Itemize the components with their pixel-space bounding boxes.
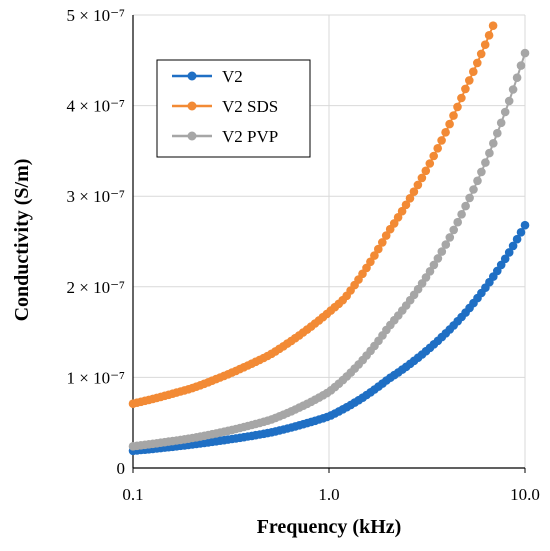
data-point	[449, 225, 459, 235]
data-point	[457, 210, 466, 219]
x-axis-title: Frequency (kHz)	[257, 516, 402, 538]
x-tick-label: 10.0	[510, 485, 540, 504]
axes	[132, 15, 526, 473]
x-tick-label: 1.0	[318, 485, 339, 504]
data-point	[445, 233, 455, 242]
data-point	[508, 85, 518, 94]
data-point	[512, 234, 522, 244]
data-point	[496, 118, 506, 128]
data-point	[397, 206, 407, 216]
series-v2	[128, 220, 530, 456]
data-point	[489, 139, 498, 148]
data-point	[512, 73, 522, 82]
data-point	[362, 263, 371, 273]
legend-label: V2	[222, 67, 243, 86]
data-point	[461, 201, 470, 211]
data-point	[516, 228, 526, 237]
data-point	[405, 194, 415, 203]
data-point	[389, 219, 399, 228]
legend: V2 V2 SDS V2 PVP	[156, 59, 311, 158]
data-point	[417, 173, 427, 183]
data-point	[520, 48, 530, 58]
x-tick-label: 0.1	[122, 485, 143, 504]
data-point	[409, 187, 419, 196]
data-point	[469, 185, 478, 194]
data-point	[370, 251, 379, 260]
data-point	[473, 58, 482, 68]
data-point	[425, 267, 435, 276]
data-point	[481, 158, 490, 167]
data-point	[504, 248, 514, 257]
data-point	[465, 76, 474, 85]
y-tick-label: 4 × 10⁻⁷	[67, 97, 126, 116]
data-point	[493, 128, 502, 138]
data-point	[500, 107, 510, 117]
data-point	[421, 273, 431, 282]
data-point	[453, 217, 463, 227]
data-point	[457, 93, 466, 103]
y-tick-labels: 0 1 × 10⁻⁷ 2 × 10⁻⁷ 3 × 10⁻⁷ 4 × 10⁻⁷ 5 × 10⁻…	[67, 6, 126, 478]
data-point	[433, 254, 443, 263]
data-point	[437, 136, 446, 145]
data-point	[453, 102, 462, 112]
data-point	[504, 96, 514, 106]
data-point	[441, 128, 450, 137]
y-tick-label: 0	[117, 459, 126, 478]
data-point	[381, 231, 391, 240]
data-point	[437, 247, 447, 256]
data-point	[445, 119, 454, 129]
data-point	[393, 213, 403, 222]
data-point	[480, 40, 490, 49]
legend-swatch-marker	[187, 131, 197, 141]
data-point	[473, 176, 482, 186]
series-layer	[128, 21, 530, 456]
data-point	[520, 220, 530, 230]
data-point	[496, 260, 506, 270]
y-tick-label: 2 × 10⁻⁷	[67, 278, 126, 297]
data-point	[429, 151, 439, 161]
data-point	[465, 193, 474, 203]
series-v2-sds	[128, 21, 498, 409]
data-point	[485, 148, 494, 158]
data-point	[461, 84, 470, 94]
data-point	[500, 254, 510, 264]
x-tick-labels: 0.1 1.0 10.0	[122, 485, 540, 504]
series-v2-pvp	[128, 48, 530, 451]
data-point	[476, 49, 486, 59]
data-point	[429, 260, 439, 270]
data-point	[366, 257, 375, 267]
data-point	[413, 180, 423, 190]
legend-label: V2 PVP	[222, 127, 278, 146]
data-point	[508, 241, 518, 251]
data-point	[441, 240, 451, 249]
data-point	[425, 159, 435, 168]
legend-swatch-marker	[187, 101, 197, 111]
data-point	[401, 200, 411, 210]
data-point	[449, 111, 458, 120]
data-point	[433, 144, 443, 153]
data-point	[469, 67, 478, 76]
data-point	[484, 31, 494, 40]
legend-swatch-marker	[187, 71, 197, 81]
data-point	[516, 61, 526, 70]
data-point	[488, 21, 498, 31]
data-point	[378, 238, 387, 247]
data-point	[374, 244, 383, 254]
y-axis-title: Conductivity (S/m)	[11, 159, 33, 322]
data-point	[421, 166, 431, 176]
legend-label: V2 SDS	[222, 97, 278, 116]
y-tick-label: 1 × 10⁻⁷	[67, 368, 126, 387]
data-point	[477, 167, 486, 177]
y-tick-label: 5 × 10⁻⁷	[67, 6, 126, 25]
y-tick-label: 3 × 10⁻⁷	[67, 187, 126, 206]
